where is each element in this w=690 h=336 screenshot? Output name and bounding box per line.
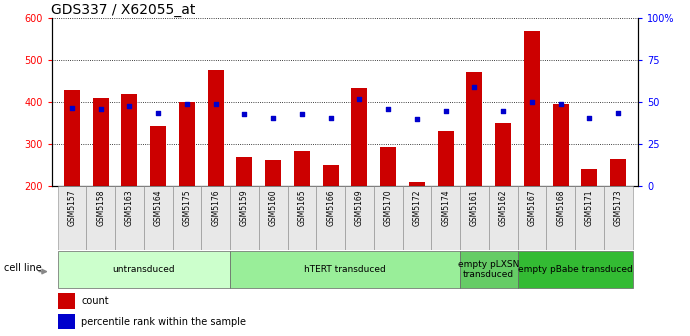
Text: GSM5160: GSM5160 xyxy=(268,189,277,226)
Bar xyxy=(524,31,540,186)
FancyBboxPatch shape xyxy=(604,186,633,250)
Point xyxy=(268,115,279,120)
Text: cell line: cell line xyxy=(4,263,42,273)
Point xyxy=(584,115,595,120)
Bar xyxy=(351,88,367,186)
Text: GSM5172: GSM5172 xyxy=(413,189,422,225)
Point xyxy=(440,108,451,114)
Text: GSM5159: GSM5159 xyxy=(240,189,249,226)
FancyBboxPatch shape xyxy=(431,186,460,250)
FancyBboxPatch shape xyxy=(201,186,230,250)
Text: GDS337 / X62055_at: GDS337 / X62055_at xyxy=(51,3,195,17)
Point xyxy=(124,103,135,109)
Bar xyxy=(58,314,75,329)
Text: GSM5167: GSM5167 xyxy=(527,189,536,226)
Text: count: count xyxy=(81,296,109,306)
Bar xyxy=(294,151,310,186)
Point xyxy=(411,117,422,122)
Bar xyxy=(237,157,253,186)
FancyBboxPatch shape xyxy=(345,186,374,250)
FancyBboxPatch shape xyxy=(115,186,144,250)
Text: GSM5170: GSM5170 xyxy=(384,189,393,226)
FancyBboxPatch shape xyxy=(518,186,546,250)
Text: GSM5176: GSM5176 xyxy=(211,189,220,226)
Bar xyxy=(323,165,339,186)
Bar xyxy=(437,131,453,186)
Text: GSM5175: GSM5175 xyxy=(182,189,191,226)
FancyBboxPatch shape xyxy=(288,186,316,250)
Point xyxy=(152,110,164,115)
Point xyxy=(383,107,394,112)
FancyBboxPatch shape xyxy=(86,186,115,250)
Bar xyxy=(582,169,598,186)
Text: GSM5171: GSM5171 xyxy=(585,189,594,225)
Point xyxy=(210,101,221,107)
Text: percentile rank within the sample: percentile rank within the sample xyxy=(81,317,246,327)
Bar xyxy=(409,182,425,186)
Bar xyxy=(179,102,195,186)
Text: untransduced: untransduced xyxy=(112,265,175,274)
FancyBboxPatch shape xyxy=(489,186,518,250)
Text: empty pBabe transduced: empty pBabe transduced xyxy=(518,265,632,274)
Bar xyxy=(64,90,80,186)
Bar xyxy=(553,104,569,186)
FancyBboxPatch shape xyxy=(460,251,518,288)
FancyBboxPatch shape xyxy=(57,251,230,288)
Bar xyxy=(265,161,281,186)
FancyBboxPatch shape xyxy=(144,186,172,250)
Bar xyxy=(58,293,75,308)
Text: GSM5164: GSM5164 xyxy=(154,189,163,226)
Point xyxy=(95,107,106,112)
FancyBboxPatch shape xyxy=(575,186,604,250)
Point xyxy=(239,112,250,117)
Text: GSM5158: GSM5158 xyxy=(96,189,105,225)
Text: GSM5166: GSM5166 xyxy=(326,189,335,226)
Point xyxy=(526,100,538,105)
FancyBboxPatch shape xyxy=(518,251,633,288)
Text: GSM5165: GSM5165 xyxy=(297,189,306,226)
Text: GSM5174: GSM5174 xyxy=(441,189,450,226)
Text: empty pLXSN
transduced: empty pLXSN transduced xyxy=(458,260,520,279)
FancyBboxPatch shape xyxy=(230,186,259,250)
FancyBboxPatch shape xyxy=(172,186,201,250)
Bar xyxy=(121,94,137,186)
Point xyxy=(555,101,566,107)
Bar xyxy=(380,146,396,186)
FancyBboxPatch shape xyxy=(230,251,460,288)
Point xyxy=(497,108,509,114)
Text: GSM5157: GSM5157 xyxy=(68,189,77,226)
Text: GSM5173: GSM5173 xyxy=(613,189,622,226)
Text: GSM5168: GSM5168 xyxy=(556,189,565,225)
Text: GSM5169: GSM5169 xyxy=(355,189,364,226)
Bar xyxy=(610,159,626,186)
Point xyxy=(297,112,308,117)
FancyBboxPatch shape xyxy=(57,186,86,250)
Point xyxy=(354,96,365,102)
Bar xyxy=(92,98,108,186)
Text: GSM5161: GSM5161 xyxy=(470,189,479,225)
Bar xyxy=(495,123,511,186)
Point xyxy=(469,85,480,90)
Point xyxy=(181,101,193,107)
FancyBboxPatch shape xyxy=(546,186,575,250)
Text: hTERT transduced: hTERT transduced xyxy=(304,265,386,274)
Text: GSM5162: GSM5162 xyxy=(499,189,508,225)
FancyBboxPatch shape xyxy=(374,186,402,250)
FancyBboxPatch shape xyxy=(402,186,431,250)
FancyBboxPatch shape xyxy=(259,186,288,250)
Bar xyxy=(150,126,166,186)
Point xyxy=(613,110,624,115)
Text: GSM5163: GSM5163 xyxy=(125,189,134,226)
Bar xyxy=(208,70,224,186)
Point xyxy=(325,115,336,120)
Bar xyxy=(466,72,482,186)
FancyBboxPatch shape xyxy=(316,186,345,250)
Point xyxy=(66,105,77,110)
FancyBboxPatch shape xyxy=(460,186,489,250)
